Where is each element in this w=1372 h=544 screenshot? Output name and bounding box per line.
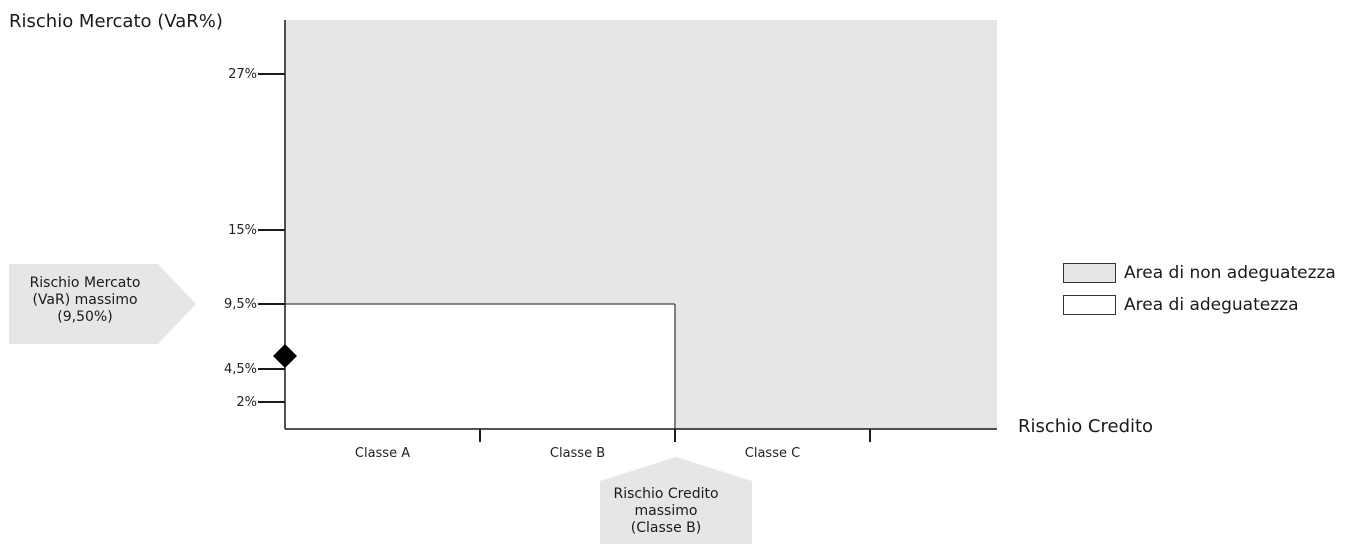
portfolio-point-marker [273, 344, 297, 368]
y-tick-label-2: 9,5% [224, 297, 257, 312]
var-max-callout-shape [9, 264, 196, 344]
legend-swatch-adequacy [1063, 295, 1116, 315]
legend-item-adequacy: Area di adeguatezza [1063, 290, 1336, 320]
legend-label-non-adequacy: Area di non adeguatezza [1124, 263, 1336, 283]
var-max-callout-label: Rischio Mercato (VaR) massimo (9,50%) [29, 275, 141, 325]
x-tick-label-0: Classe A [355, 446, 410, 461]
y-tick-label-0: 2% [236, 395, 257, 410]
y-axis-title: Rischio Mercato (VaR%) [9, 11, 223, 32]
adequacy-area [285, 304, 675, 429]
y-tick-label-3: 15% [228, 223, 257, 238]
x-tick-label-2: Classe C [745, 446, 800, 461]
legend-item-non-adequacy: Area di non adeguatezza [1063, 258, 1336, 288]
legend-label-adequacy: Area di adeguatezza [1124, 295, 1299, 315]
credit-max-callout-shape [600, 457, 752, 544]
credit-max-callout-label: Rischio Credito massimo (Classe B) [613, 486, 719, 536]
legend: Area di non adeguatezza Area di adeguate… [1063, 258, 1336, 322]
y-tick-label-1: 4,5% [224, 362, 257, 377]
x-ticks: Classe A Classe B Classe C [355, 429, 871, 461]
y-tick-label-4: 27% [228, 67, 257, 82]
x-axis-title: Rischio Credito [1018, 416, 1154, 437]
x-tick-label-1: Classe B [550, 446, 605, 461]
y-ticks: 2% 4,5% 9,5% 15% 27% [224, 67, 285, 410]
legend-swatch-non-adequacy [1063, 263, 1116, 283]
